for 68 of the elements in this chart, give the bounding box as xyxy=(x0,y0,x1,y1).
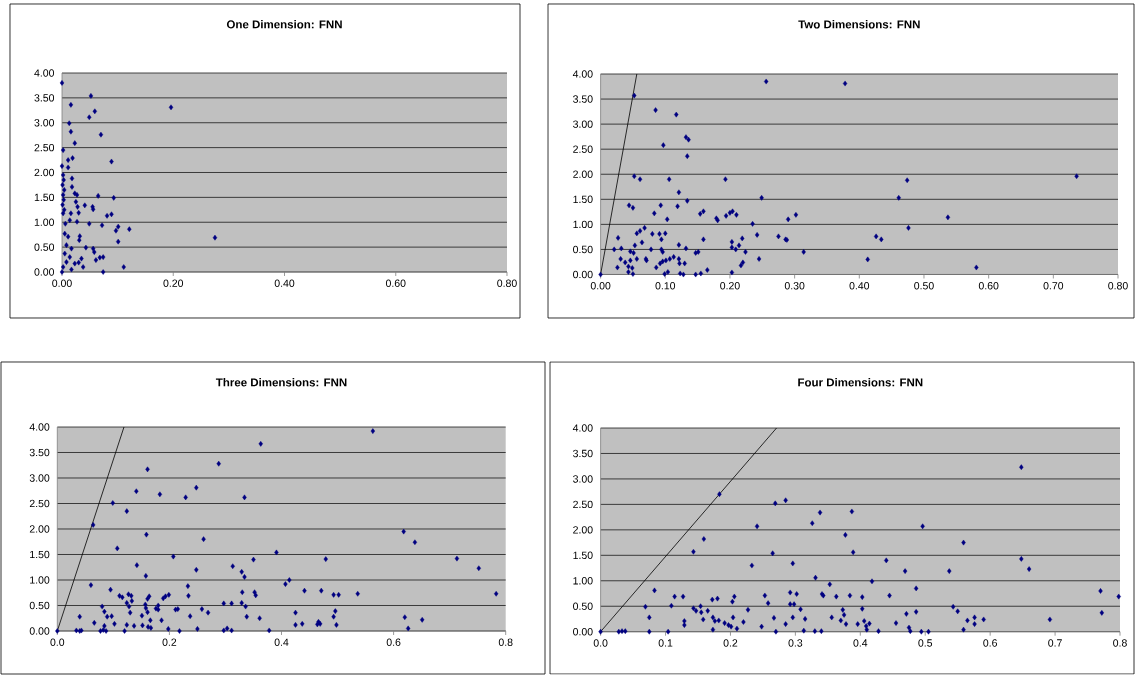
y-tick-label: 4.00 xyxy=(572,424,593,432)
x-tick-label: 0.20 xyxy=(163,279,184,287)
y-tick-label: 1.00 xyxy=(34,218,55,226)
x-tick-label: 0.80 xyxy=(1108,282,1128,290)
chart-title: Three Dimensions: FNN xyxy=(215,378,347,387)
y-tick-label: 3.00 xyxy=(34,119,55,127)
x-tick-label: 0.70 xyxy=(1043,282,1064,290)
x-tick-label: 0.00 xyxy=(590,282,611,290)
x-tick-label: 0.20 xyxy=(720,282,740,290)
x-tick-label: 0.30 xyxy=(784,282,805,290)
x-tick-label: 0.0 xyxy=(50,638,65,646)
x-tick-label: 0.4 xyxy=(853,639,868,647)
y-tick-label: 2.00 xyxy=(573,170,593,178)
y-tick-label: 1.00 xyxy=(573,220,593,229)
chart-title: One Dimension: FNN xyxy=(226,20,342,29)
x-tick-label: 0.1 xyxy=(658,639,673,647)
x-tick-label: 0.7 xyxy=(1048,639,1062,647)
x-tick-label: 0.60 xyxy=(385,279,406,287)
x-tick-label: 0.2 xyxy=(723,639,738,647)
x-tick-label: 0.50 xyxy=(914,282,934,290)
y-tick-label: 1.50 xyxy=(573,551,593,560)
y-tick-label: 0.00 xyxy=(573,627,593,636)
chart-title: Two Dimensions: FNN xyxy=(798,20,920,29)
x-tick-label: 0.40 xyxy=(274,279,295,287)
y-tick-label: 2.50 xyxy=(573,145,593,153)
x-tick-label: 0.80 xyxy=(497,279,517,287)
y-tick-label: 2.50 xyxy=(573,500,593,509)
y-tick-label: 1.50 xyxy=(573,195,593,204)
x-tick-label: 0.60 xyxy=(978,282,999,290)
chart-title: Four Dimensions: FNN xyxy=(798,378,923,387)
x-tick-label: 0.3 xyxy=(788,639,803,647)
y-tick-label: 1.00 xyxy=(573,577,593,585)
y-tick-label: 2.50 xyxy=(29,499,50,508)
x-tick-label: 0.8 xyxy=(498,638,513,646)
x-tick-label: 0.8 xyxy=(1113,639,1127,647)
y-tick-label: 2.00 xyxy=(573,526,593,534)
x-tick-label: 0.6 xyxy=(983,639,997,647)
y-tick-label: 1.00 xyxy=(30,576,50,584)
y-tick-label: 0.50 xyxy=(34,243,55,251)
y-tick-label: 2.50 xyxy=(34,143,55,152)
y-tick-label: 0.00 xyxy=(29,627,50,635)
x-tick-label: 0.10 xyxy=(655,282,676,290)
y-tick-label: 4.00 xyxy=(34,69,55,77)
y-tick-label: 2.00 xyxy=(29,525,50,533)
y-tick-label: 2.00 xyxy=(34,168,55,177)
y-tick-label: 0.50 xyxy=(29,601,50,610)
x-tick-label: 0.40 xyxy=(849,282,870,290)
y-tick-label: 3.50 xyxy=(29,448,50,457)
y-tick-label: 3.00 xyxy=(573,475,593,483)
x-tick-label: 0.4 xyxy=(274,638,289,646)
y-tick-label: 0.50 xyxy=(573,602,593,610)
y-tick-label: 0.50 xyxy=(573,245,593,254)
y-tick-label: 3.50 xyxy=(573,95,593,103)
y-tick-label: 3.50 xyxy=(34,94,55,102)
x-tick-label: 0.2 xyxy=(162,638,177,646)
y-tick-label: 4.00 xyxy=(572,70,593,78)
y-tick-label: 3.50 xyxy=(573,449,593,458)
y-tick-label: 0.00 xyxy=(34,268,55,276)
y-tick-label: 1.50 xyxy=(30,550,50,559)
y-tick-label: 3.00 xyxy=(29,474,50,482)
y-tick-label: 0.00 xyxy=(573,270,593,279)
y-tick-label: 4.00 xyxy=(29,423,50,431)
x-tick-label: 0.6 xyxy=(386,638,401,646)
x-tick-label: 0.00 xyxy=(52,279,72,287)
x-tick-label: 0.5 xyxy=(918,639,933,647)
y-tick-label: 1.50 xyxy=(34,193,55,202)
x-tick-label: 0.0 xyxy=(593,639,608,647)
y-tick-label: 3.00 xyxy=(573,120,593,128)
